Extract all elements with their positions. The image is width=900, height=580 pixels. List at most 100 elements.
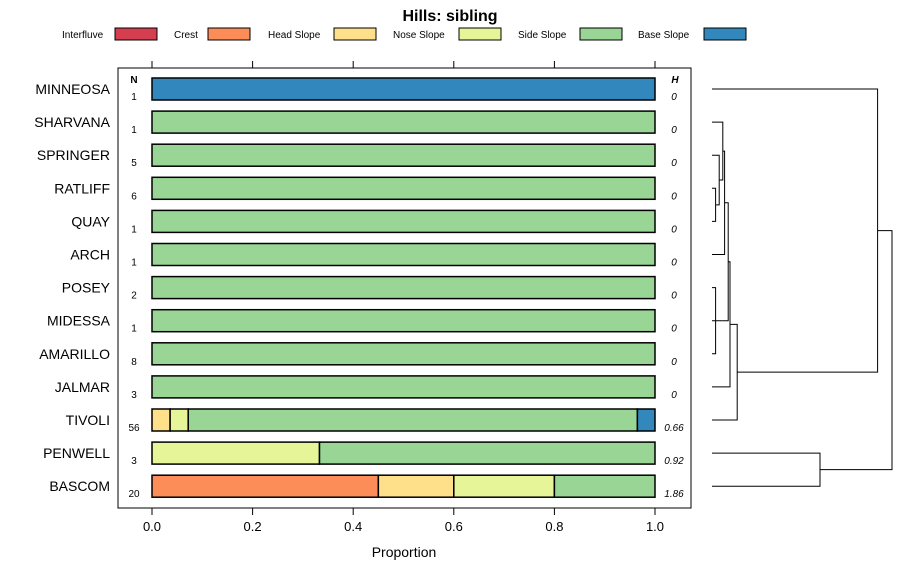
bar-segment-side-slope <box>151 176 656 201</box>
bar-row-penwell: PENWELL 3 0.92 <box>43 441 684 467</box>
x-axis-title: Proportion <box>372 544 437 560</box>
bar-segment-side-slope <box>151 342 656 366</box>
row-n-value: 2 <box>131 291 137 302</box>
legend-label-base-slope: Base Slope <box>638 30 690 41</box>
bar-segment-head-slope <box>151 408 171 432</box>
row-label: QUAY <box>71 213 110 229</box>
legend-label-interfluve: Interfluve <box>62 30 104 41</box>
row-label: RATLIFF <box>54 180 110 196</box>
row-n-value: 1 <box>131 324 137 335</box>
row-label: BASCOM <box>49 478 110 494</box>
row-h-value: 0 <box>671 125 677 136</box>
legend-label-crest: Crest <box>174 30 198 41</box>
bar-segment-side-slope <box>151 209 656 234</box>
bar-row-quay: QUAY 1 0 <box>71 209 677 235</box>
row-n-value: 6 <box>131 191 137 202</box>
row-label: MINNEOSA <box>35 81 110 97</box>
row-n-value: 1 <box>131 258 137 269</box>
bar-segment-side-slope <box>151 308 656 333</box>
row-label: SPRINGER <box>37 147 110 163</box>
bar-segment-side-slope <box>553 474 656 498</box>
bar-row-jalmar: JALMAR 3 0 <box>55 375 677 401</box>
x-tick-label: 1.0 <box>646 519 664 534</box>
bar-segment-nose-slope <box>169 408 189 432</box>
bar-row-springer: SPRINGER 5 0 <box>37 143 677 169</box>
row-label: TIVOLI <box>66 412 110 428</box>
row-h-value: 0 <box>671 258 677 269</box>
chart-title: Hills: sibling <box>402 8 497 25</box>
row-h-value: 0 <box>671 357 677 368</box>
row-n-value: 20 <box>128 489 140 500</box>
row-n-value: 5 <box>131 158 137 169</box>
legend-swatch-crest <box>207 27 251 41</box>
legend-swatch-side-slope <box>579 27 623 41</box>
bar-row-bascom: BASCOM 20 1.86 <box>49 474 684 500</box>
bar-row-arch: ARCH 1 0 <box>70 242 677 269</box>
row-h-value: 0 <box>671 224 677 235</box>
row-n-value: 1 <box>131 125 137 136</box>
legend-swatch-base-slope <box>703 27 747 41</box>
row-h-value: 0.66 <box>664 423 684 434</box>
row-n-value: 56 <box>128 423 140 434</box>
legend-swatch-interfluve <box>114 27 158 41</box>
x-tick-label: 0.6 <box>445 519 463 534</box>
dendrogram-branch <box>712 187 717 222</box>
x-tick-label: 0.0 <box>143 519 161 534</box>
bar-segment-side-slope <box>151 143 656 167</box>
plot-frame <box>117 67 692 509</box>
row-n-value: 8 <box>131 357 137 368</box>
bar-segment-nose-slope <box>453 474 556 498</box>
x-tick-label: 0.8 <box>545 519 563 534</box>
bar-segment-side-slope <box>151 275 656 300</box>
bar-segment-side-slope <box>318 441 656 465</box>
row-label: SHARVANA <box>34 114 110 130</box>
bar-segment-side-slope <box>151 375 656 399</box>
row-h-value: 0 <box>671 191 677 202</box>
bar-segment-side-slope <box>151 110 656 134</box>
bar-row-sharvana: SHARVANA 1 0 <box>34 110 677 136</box>
dendrogram-branch <box>712 121 724 181</box>
bar-row-tivoli: TIVOLI 56 0.66 <box>66 408 684 434</box>
dendrogram <box>712 88 893 487</box>
row-label: JALMAR <box>55 379 110 395</box>
bar-row-ratliff: RATLIFF 6 0 <box>54 176 677 202</box>
row-n-value: 3 <box>131 390 137 401</box>
row-label: AMARILLO <box>39 346 110 362</box>
row-label: ARCH <box>70 247 110 263</box>
dendrogram-branch <box>712 261 731 388</box>
x-axis: 0.0 0.2 0.4 0.6 0.8 1.0 <box>143 61 664 534</box>
h-column-header: H <box>671 75 679 86</box>
bar-row-amarillo: AMARILLO 8 0 <box>39 342 677 368</box>
legend: Interfluve Crest Head Slope Nose Slope Side … <box>62 27 747 41</box>
bar-segment-base-slope <box>151 77 656 101</box>
row-h-value: 0 <box>671 324 677 335</box>
row-n-value: 1 <box>131 224 137 235</box>
bar-segment-side-slope <box>151 242 656 267</box>
row-h-value: 0 <box>671 92 677 103</box>
bar-segment-nose-slope <box>151 441 321 465</box>
row-n-value: 3 <box>131 456 137 467</box>
legend-swatch-head-slope <box>333 27 377 41</box>
row-label: PENWELL <box>43 445 110 461</box>
legend-label-side-slope: Side Slope <box>518 30 567 41</box>
row-h-value: 0 <box>671 291 677 302</box>
dendrogram-branch <box>712 452 821 487</box>
row-h-value: 0 <box>671 390 677 401</box>
bar-segment-crest <box>151 474 380 498</box>
x-tick-label: 0.2 <box>244 519 262 534</box>
bar-segment-side-slope <box>187 408 639 432</box>
bar-row-minneosa: MINNEOSA 1 0 <box>35 77 677 103</box>
dendrogram-branch <box>820 230 893 471</box>
row-label: POSEY <box>62 280 111 296</box>
bar-row-midessa: MIDESSA 1 0 <box>47 308 677 335</box>
bar-segment-head-slope <box>377 474 455 498</box>
row-n-value: 1 <box>131 92 137 103</box>
n-column-header: N <box>130 75 137 86</box>
bar-row-posey: POSEY 2 0 <box>62 275 677 302</box>
row-h-value: 0.92 <box>664 456 684 467</box>
legend-label-head-slope: Head Slope <box>268 30 321 41</box>
row-label: MIDESSA <box>47 313 111 329</box>
x-tick-label: 0.4 <box>344 519 362 534</box>
legend-label-nose-slope: Nose Slope <box>393 30 445 41</box>
